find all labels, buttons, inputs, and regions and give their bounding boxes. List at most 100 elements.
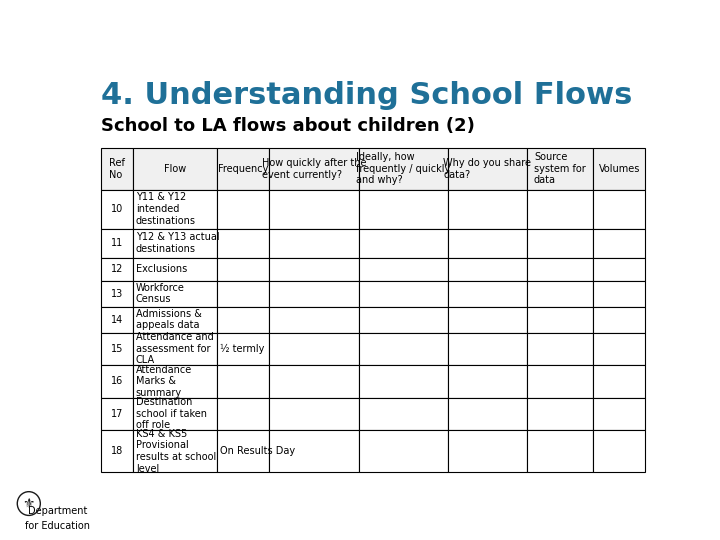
Text: KS4 & KS5
Provisional
results at school
level: KS4 & KS5 Provisional results at school … bbox=[136, 429, 216, 474]
Bar bbox=[526, 190, 593, 228]
Text: 12: 12 bbox=[111, 264, 123, 274]
Bar bbox=[449, 258, 526, 281]
Bar bbox=[269, 190, 359, 228]
Bar bbox=[593, 365, 645, 397]
Bar bbox=[449, 190, 526, 228]
Bar bbox=[593, 397, 645, 430]
Bar bbox=[526, 397, 593, 430]
Bar bbox=[269, 307, 359, 333]
Bar bbox=[593, 190, 645, 228]
Bar bbox=[449, 281, 526, 307]
Text: Frequency: Frequency bbox=[217, 164, 268, 174]
Text: 11: 11 bbox=[111, 238, 123, 248]
Bar bbox=[101, 148, 133, 190]
Bar bbox=[593, 430, 645, 472]
Text: Destination
school if taken
off role: Destination school if taken off role bbox=[136, 397, 207, 430]
Bar bbox=[101, 258, 133, 281]
Text: On Results Day: On Results Day bbox=[220, 446, 294, 456]
Text: Volumes: Volumes bbox=[598, 164, 640, 174]
Bar bbox=[593, 307, 645, 333]
Bar bbox=[359, 228, 449, 258]
Bar bbox=[133, 148, 217, 190]
Bar bbox=[269, 228, 359, 258]
Text: Exclusions: Exclusions bbox=[136, 264, 187, 274]
Bar bbox=[359, 307, 449, 333]
Bar bbox=[133, 281, 217, 307]
Bar bbox=[217, 307, 269, 333]
Bar bbox=[593, 258, 645, 281]
Bar bbox=[526, 307, 593, 333]
Text: Department: Department bbox=[28, 506, 87, 516]
Bar bbox=[359, 190, 449, 228]
Text: for Education: for Education bbox=[25, 521, 90, 531]
Bar bbox=[526, 228, 593, 258]
Bar bbox=[101, 190, 133, 228]
Bar bbox=[217, 430, 269, 472]
Text: 17: 17 bbox=[111, 409, 123, 419]
Bar bbox=[217, 281, 269, 307]
Text: Source
system for
data: Source system for data bbox=[534, 152, 585, 185]
Text: Attendance and
assessment for
CLA: Attendance and assessment for CLA bbox=[136, 332, 214, 366]
Bar bbox=[101, 281, 133, 307]
Text: How quickly after the
event currently?: How quickly after the event currently? bbox=[261, 158, 366, 179]
Bar bbox=[217, 397, 269, 430]
Bar bbox=[217, 148, 269, 190]
Bar bbox=[449, 365, 526, 397]
Bar bbox=[593, 228, 645, 258]
Text: Y11 & Y12
intended
destinations: Y11 & Y12 intended destinations bbox=[136, 192, 196, 226]
Bar bbox=[359, 365, 449, 397]
Bar bbox=[269, 333, 359, 365]
Bar bbox=[526, 148, 593, 190]
Bar bbox=[101, 333, 133, 365]
Bar bbox=[359, 258, 449, 281]
Bar bbox=[101, 430, 133, 472]
Bar bbox=[526, 333, 593, 365]
Bar bbox=[593, 148, 645, 190]
Text: Ref
No: Ref No bbox=[109, 158, 125, 179]
Bar bbox=[269, 258, 359, 281]
Text: 16: 16 bbox=[111, 376, 123, 386]
Bar bbox=[449, 333, 526, 365]
Text: Workforce
Census: Workforce Census bbox=[136, 283, 184, 305]
Bar bbox=[133, 228, 217, 258]
Bar bbox=[359, 397, 449, 430]
Bar bbox=[269, 148, 359, 190]
Bar bbox=[593, 333, 645, 365]
Bar bbox=[133, 307, 217, 333]
Bar bbox=[359, 148, 449, 190]
Text: 4. Understanding School Flows: 4. Understanding School Flows bbox=[101, 82, 633, 111]
Text: Admissions &
appeals data: Admissions & appeals data bbox=[136, 309, 202, 330]
Bar bbox=[449, 430, 526, 472]
Bar bbox=[526, 430, 593, 472]
Bar bbox=[449, 228, 526, 258]
Text: Ideally, how
frequently / quickly
and why?: Ideally, how frequently / quickly and wh… bbox=[356, 152, 451, 185]
Text: ½ termly: ½ termly bbox=[220, 344, 264, 354]
Bar bbox=[217, 190, 269, 228]
Bar bbox=[526, 258, 593, 281]
Bar bbox=[133, 333, 217, 365]
Text: Attendance
Marks &
summary: Attendance Marks & summary bbox=[136, 364, 192, 398]
Bar bbox=[101, 307, 133, 333]
Bar bbox=[101, 397, 133, 430]
Bar bbox=[101, 365, 133, 397]
Bar bbox=[359, 333, 449, 365]
Bar bbox=[133, 190, 217, 228]
Text: 13: 13 bbox=[111, 288, 123, 299]
Bar bbox=[449, 307, 526, 333]
Bar bbox=[133, 258, 217, 281]
Bar bbox=[217, 258, 269, 281]
Text: 14: 14 bbox=[111, 314, 123, 325]
Bar bbox=[526, 365, 593, 397]
Text: 18: 18 bbox=[111, 446, 123, 456]
Bar bbox=[449, 397, 526, 430]
Bar bbox=[217, 228, 269, 258]
Bar bbox=[269, 281, 359, 307]
Bar bbox=[269, 430, 359, 472]
Bar bbox=[359, 281, 449, 307]
Bar bbox=[133, 430, 217, 472]
Bar bbox=[217, 365, 269, 397]
Text: Y12 & Y13 actual
destinations: Y12 & Y13 actual destinations bbox=[136, 232, 220, 254]
Text: 15: 15 bbox=[111, 344, 123, 354]
Bar bbox=[593, 281, 645, 307]
Bar bbox=[269, 397, 359, 430]
